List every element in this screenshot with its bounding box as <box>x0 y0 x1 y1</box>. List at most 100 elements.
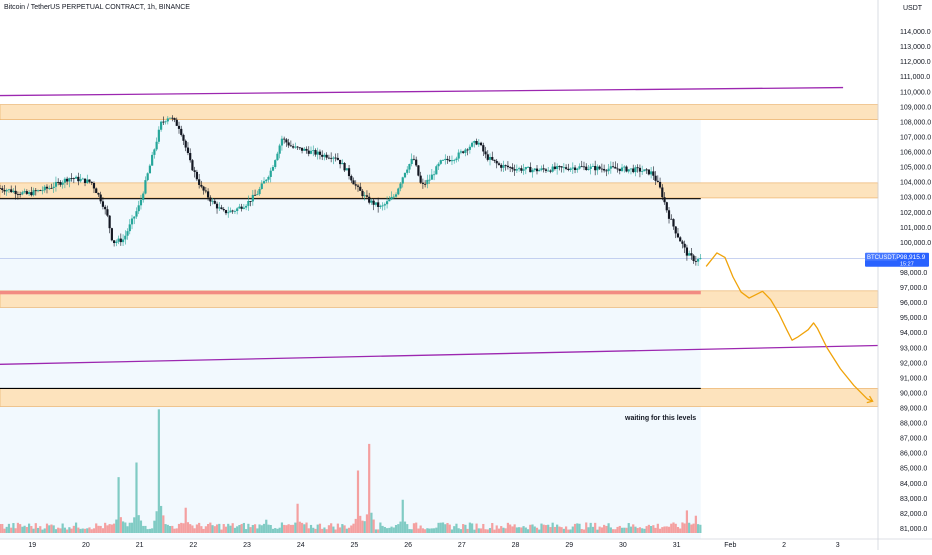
volume-bar <box>533 526 536 533</box>
candle-body <box>484 151 487 155</box>
candle-body <box>658 181 662 188</box>
volume-bar <box>567 529 570 533</box>
candle-body <box>253 194 257 196</box>
candle-body <box>5 190 8 192</box>
volume-bar <box>19 524 22 533</box>
volume-bar <box>238 524 241 533</box>
volume-bar <box>359 515 362 533</box>
volume-bar <box>117 477 120 533</box>
y-tick-label: 113,000.0 <box>900 44 931 51</box>
candle-body <box>473 141 476 143</box>
volume-bar <box>500 526 503 533</box>
volume-bar <box>278 527 281 533</box>
support-resistance-zone-4 <box>0 388 879 407</box>
candle-body <box>146 173 149 181</box>
x-tick-label: 24 <box>297 542 305 549</box>
candle-body <box>215 203 219 209</box>
candle-body <box>14 190 17 195</box>
volume-bar <box>578 523 581 533</box>
volume-bar <box>267 524 270 533</box>
candle-body <box>48 187 51 189</box>
candle-body <box>224 210 228 214</box>
forecast-arrowhead <box>866 395 874 404</box>
candle-body <box>137 205 140 212</box>
support-resistance-zone-1 <box>0 104 879 120</box>
candle-body <box>318 151 322 155</box>
volume-bar <box>146 529 149 533</box>
candle-body <box>379 205 382 207</box>
candle-body <box>359 186 362 191</box>
candle-body <box>685 247 689 256</box>
volume-bar <box>558 526 561 533</box>
volume-bar <box>390 526 393 533</box>
candle-body <box>285 139 288 143</box>
candle-body <box>412 158 416 160</box>
candle-body <box>128 224 131 232</box>
volume-bar <box>354 518 357 533</box>
volume-bar <box>524 527 527 533</box>
candle-body <box>506 165 510 168</box>
volume-bar <box>477 528 480 533</box>
volume-bar <box>296 503 299 533</box>
volume-bar <box>153 520 156 533</box>
candle-body <box>32 190 35 196</box>
volume-bar <box>381 525 384 533</box>
volume-bar <box>455 523 458 533</box>
volume-bar <box>596 529 599 533</box>
volume-bar <box>330 523 333 533</box>
volume-bar <box>589 522 592 533</box>
candle-body <box>482 145 485 152</box>
candle-body <box>513 169 516 171</box>
volume-bar <box>665 526 668 533</box>
volume-bar <box>356 470 360 533</box>
candle-body <box>432 174 436 176</box>
candle-body <box>332 157 335 159</box>
volume-bar <box>160 505 163 533</box>
volume-bar <box>209 522 212 533</box>
volume-bar <box>403 521 407 533</box>
volume-bar <box>164 524 167 533</box>
candle-body <box>162 121 165 123</box>
volume-bar <box>222 524 225 533</box>
candle-body <box>372 200 375 205</box>
candle-body <box>57 181 60 183</box>
volume-bar <box>453 526 456 533</box>
volume-bar <box>486 529 489 533</box>
candle-body <box>330 157 333 159</box>
candle-body <box>564 167 568 169</box>
y-tick-label: 91,000.0 <box>900 375 927 382</box>
candle-body <box>645 169 648 171</box>
x-tick-label: 30 <box>619 542 627 549</box>
volume-bar <box>88 527 91 533</box>
candle-body <box>647 169 650 175</box>
volume-bar <box>155 511 158 533</box>
volume-bar <box>287 524 290 533</box>
candle-body <box>488 156 492 160</box>
volume-bar <box>661 527 664 533</box>
volume-bar <box>162 515 165 533</box>
volume-bar <box>186 522 190 533</box>
volume-bar <box>515 527 518 533</box>
volume-bar <box>377 529 380 533</box>
volume-bar <box>215 524 219 533</box>
volume-bar <box>564 526 568 533</box>
candle-body <box>204 190 207 192</box>
volume-bar <box>262 523 266 533</box>
channel-line-2 <box>0 344 879 365</box>
candle-body <box>30 192 33 196</box>
candle-body <box>466 149 469 151</box>
y-tick-label: 90,000.0 <box>900 390 927 397</box>
candle-body <box>529 166 532 173</box>
volume-bar <box>121 521 125 533</box>
candle-body <box>676 233 680 238</box>
volume-bar <box>144 525 147 533</box>
candle-body <box>580 166 583 168</box>
volume-bar <box>430 528 433 533</box>
volume-bar <box>479 528 483 533</box>
candle-body <box>260 183 263 189</box>
candle-body <box>283 138 286 140</box>
candle-body <box>339 159 342 165</box>
candle-body <box>468 146 471 150</box>
